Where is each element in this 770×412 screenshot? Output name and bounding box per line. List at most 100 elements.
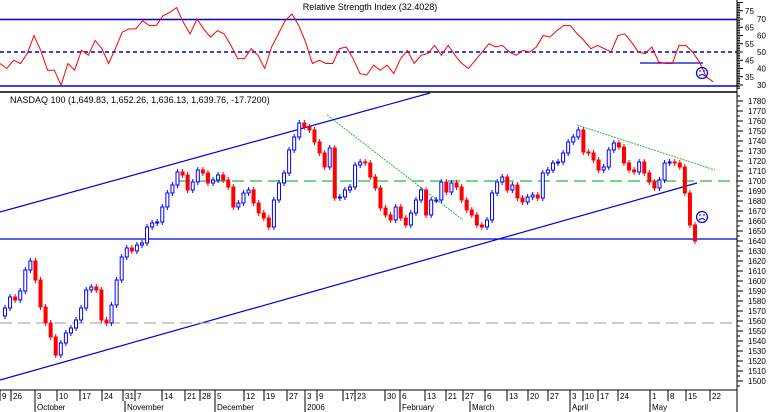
x-month-label: October (37, 403, 66, 412)
candle (525, 194, 530, 205)
candle (566, 139, 571, 156)
candle (74, 317, 79, 331)
price-tick-label: 1610 (748, 267, 766, 276)
candle (185, 172, 190, 193)
candle-body (53, 336, 58, 356)
candle-body (520, 197, 525, 203)
candle-body (89, 286, 94, 291)
candle (165, 190, 170, 210)
price-tick-label: 1740 (748, 137, 766, 146)
candle (413, 197, 418, 216)
candle-body (266, 217, 271, 228)
rsi-line (0, 6, 714, 87)
candle-body (38, 279, 43, 308)
rsi-tick-label: 50 (757, 48, 766, 57)
candle (606, 147, 611, 170)
candle-body (621, 146, 626, 164)
candle (550, 160, 555, 173)
candle (449, 180, 454, 195)
x-day-label: 27 (289, 392, 298, 401)
upper-channel-line (0, 92, 431, 213)
candle (195, 167, 200, 185)
candle-body (195, 169, 200, 183)
candle (591, 150, 596, 163)
x-day-label: 24 (104, 392, 113, 401)
candle (33, 258, 38, 283)
candle (332, 145, 337, 201)
candle (576, 127, 581, 140)
candle (393, 204, 398, 223)
candle-body (383, 207, 388, 216)
candle (545, 167, 550, 176)
candles (3, 120, 697, 358)
price-tick-label: 1630 (748, 247, 766, 256)
price-tick-label: 1620 (748, 257, 766, 266)
candle (38, 277, 43, 310)
x-day-label: 19 (266, 392, 275, 401)
candle-body (601, 166, 606, 171)
candle (373, 174, 378, 191)
candle-body (550, 162, 555, 171)
candle-body (48, 322, 53, 338)
x-day-label: 30 (387, 392, 396, 401)
candle (652, 179, 657, 191)
x-month-label: May (652, 403, 667, 412)
candle-body (13, 296, 18, 301)
candle-body (434, 199, 439, 202)
candle (484, 217, 489, 230)
candle-body (586, 151, 591, 154)
candle-body (368, 162, 373, 178)
candle (322, 150, 327, 170)
candle (363, 159, 368, 166)
x-day-label: 14 (164, 392, 173, 401)
candle-body (581, 129, 586, 153)
candle (510, 182, 515, 193)
candle (43, 304, 48, 326)
price-title: NASDAQ 100 (1,649.83, 1,652.26, 1,636.13… (10, 95, 270, 105)
candle (150, 220, 155, 230)
candle (302, 120, 307, 130)
candle-body (373, 176, 378, 189)
candle (662, 160, 667, 183)
candle (495, 179, 500, 196)
x-day-label: 9 (319, 392, 324, 401)
candle (119, 254, 124, 283)
candle-body (490, 192, 495, 221)
candle (89, 284, 94, 293)
candle (337, 194, 342, 201)
candle-body (611, 142, 616, 151)
candle (637, 159, 642, 175)
candle (621, 144, 626, 166)
candle-body (566, 141, 571, 154)
candle-body (429, 199, 434, 216)
candle-body (677, 162, 682, 168)
candle (520, 195, 525, 205)
x-day-label: 3 (572, 392, 577, 401)
candle-body (74, 319, 79, 329)
candle-body (231, 186, 236, 208)
candle (190, 179, 195, 193)
candle-body (388, 214, 393, 221)
candle (256, 200, 261, 216)
x-day-label: 3 (37, 392, 42, 401)
candle (657, 177, 662, 191)
frown-icon (695, 210, 709, 224)
candle (439, 179, 444, 203)
frown-icon (695, 66, 709, 80)
candle-body (627, 162, 632, 171)
rsi-tick-label: 65 (745, 23, 754, 32)
candle (221, 172, 226, 183)
candle (601, 164, 606, 173)
candle-body (292, 136, 297, 151)
candle (124, 245, 129, 260)
x-day-label: 20 (530, 392, 539, 401)
x-day-label: 31 (125, 392, 134, 401)
x-day-label: 6 (402, 392, 407, 401)
candle-body (251, 189, 256, 204)
candle (561, 150, 566, 165)
candle (139, 240, 144, 248)
candle-body (439, 181, 444, 201)
candle-body (180, 171, 185, 176)
candle-body (170, 184, 175, 194)
candle-body (464, 199, 469, 211)
